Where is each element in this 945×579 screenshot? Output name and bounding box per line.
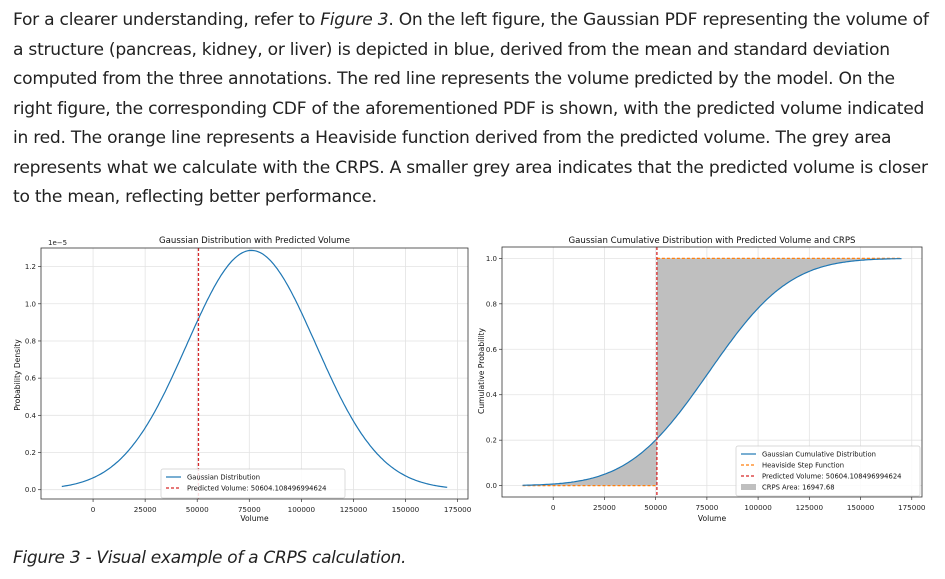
y-tick-label: 0.8	[486, 300, 497, 308]
chart-title: Gaussian Distribution with Predicted Vol…	[159, 236, 350, 246]
pdf-chart: 0 25000 50000 75000 100000 125000 150000 175000…	[13, 236, 472, 523]
legend-label: Gaussian Distribution	[187, 474, 260, 482]
y-axis-label: Probability Density	[13, 339, 22, 411]
x-tick-label: 100000	[744, 503, 772, 512]
legend-label: Heaviside Step Function	[762, 462, 844, 470]
y-tick-label: 1.2	[25, 263, 36, 271]
axis-offset-label: 1e−5	[48, 239, 67, 247]
x-axis-label: Volume	[698, 514, 727, 523]
x-tick-label: 75000	[238, 505, 261, 514]
legend-label: Predicted Volume: 50604.108496994624	[762, 473, 901, 481]
body-paragraph: For a clearer understanding, refer to Fi…	[13, 6, 938, 213]
paragraph-text-2: . On the left figure, the Gaussian PDF r…	[13, 10, 929, 207]
y-tick-label: 0.4	[486, 391, 498, 399]
y-tick-label: 0.0	[25, 486, 36, 494]
x-tick-label: 125000	[796, 503, 824, 512]
x-tick-label: 0	[551, 503, 556, 512]
x-tick-label: 175000	[898, 503, 926, 512]
x-tick-label: 25000	[134, 505, 157, 514]
legend-box	[160, 468, 346, 499]
gaussian-cdf-line	[522, 258, 902, 486]
x-tick-label: 25000	[593, 503, 616, 512]
y-tick-label: 0.6	[486, 346, 498, 354]
cdf-chart: 0 25000 50000 75000 100000 125000 150000 175000…	[477, 236, 926, 523]
axes-frame	[40, 247, 469, 500]
y-tick-label: 0.8	[25, 337, 36, 345]
x-tick-label: 75000	[695, 503, 718, 512]
paragraph-text-1: For a clearer understanding, refer to	[13, 10, 321, 30]
y-tick-label: 0.2	[486, 437, 497, 445]
legend-swatch-crps	[741, 484, 756, 490]
x-tick-label: 125000	[340, 505, 368, 514]
crps-area-left	[522, 438, 657, 486]
x-tick-label: 50000	[644, 503, 667, 512]
y-tick-label: 0.4	[25, 412, 37, 420]
y-tick-label: 0.0	[486, 482, 497, 490]
y-tick-label: 0.2	[25, 449, 36, 457]
x-tick-label: 0	[91, 505, 96, 514]
y-axis-label: Cumulative Probability	[477, 328, 486, 414]
legend-box	[735, 445, 921, 497]
x-tick-label: 150000	[847, 503, 875, 512]
legend-label: Predicted Volume: 50604.108496994624	[187, 485, 326, 493]
x-tick-label: 150000	[392, 505, 420, 514]
gaussian-pdf-line	[61, 249, 448, 488]
y-tick-label: 1.0	[25, 300, 36, 308]
figure-caption: Figure 3 - Visual example of a CRPS calc…	[13, 548, 407, 568]
x-axis-label: Volume	[240, 514, 269, 523]
x-tick-label: 175000	[444, 505, 472, 514]
legend-label: Gaussian Cumulative Distribution	[762, 451, 876, 459]
chart-title: Gaussian Cumulative Distribution with Pr…	[568, 236, 855, 246]
y-tick-label: 1.0	[486, 255, 497, 263]
heaviside-line	[522, 257, 902, 487]
crps-area-right	[656, 258, 902, 439]
axes-frame	[501, 246, 923, 498]
y-tick-label: 0.6	[25, 375, 37, 383]
x-tick-label: 50000	[186, 505, 209, 514]
legend-label: CRPS Area: 16947.68	[762, 484, 835, 492]
figure-reference: Figure 3	[320, 10, 389, 30]
x-tick-label: 100000	[288, 505, 316, 514]
